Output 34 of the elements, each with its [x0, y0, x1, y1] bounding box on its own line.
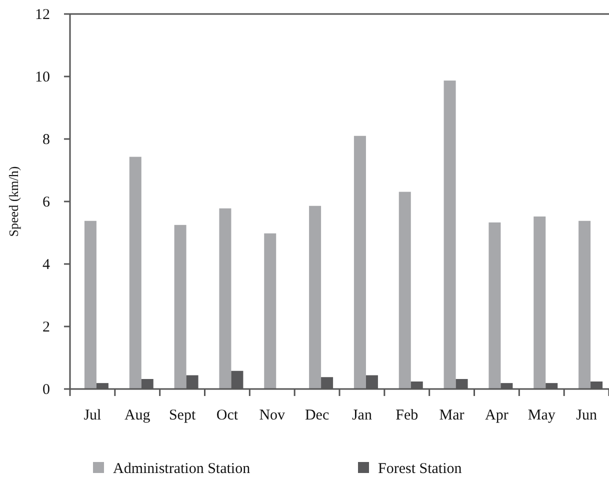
x-tick-label: Apr [485, 408, 508, 424]
legend-label: Forest Station [378, 461, 462, 477]
x-tick-label: Aug [124, 408, 151, 424]
bar [174, 224, 186, 389]
legend-label: Administration Station [113, 461, 251, 477]
x-tick-label: Jan [352, 408, 372, 424]
bar [84, 220, 96, 389]
bar [354, 136, 366, 389]
x-tick-label: Oct [216, 408, 239, 424]
x-tick-label: Mar [439, 408, 464, 424]
bar [309, 206, 322, 389]
y-tick-label: 4 [42, 256, 50, 273]
y-tick-label: 6 [42, 194, 50, 210]
y-axis-title: Speed (km/h) [6, 166, 21, 237]
bar [398, 192, 411, 389]
x-tick-label: Dec [304, 408, 330, 424]
bar [264, 233, 276, 389]
x-tick-label: Jul [84, 408, 102, 424]
y-tick-label: 8 [42, 132, 50, 148]
y-tick-label: 2 [42, 319, 50, 336]
bar [444, 80, 456, 389]
bar [219, 208, 232, 389]
y-tick-label: 12 [35, 6, 50, 23]
bar [578, 220, 591, 389]
x-tick-label: Sept [168, 408, 196, 424]
x-tick-label: Nov [259, 408, 286, 424]
x-tick-label: May [528, 408, 556, 424]
x-tick-label: Jun [576, 408, 598, 424]
bar [534, 216, 546, 389]
x-tick-label: Feb [396, 408, 418, 424]
bar [129, 156, 142, 389]
bar [488, 222, 501, 389]
y-tick-label: 0 [42, 382, 50, 398]
y-tick-label: 10 [35, 69, 50, 86]
